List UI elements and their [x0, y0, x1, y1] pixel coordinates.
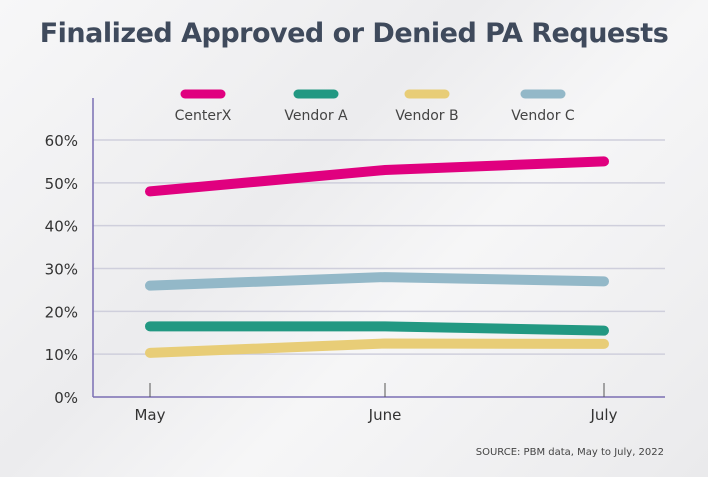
y-tick-label: 10%	[45, 346, 78, 364]
x-tick-label: June	[368, 406, 402, 424]
chart-title: Finalized Approved or Denied PA Requests	[39, 18, 669, 49]
legend-label: Vendor A	[284, 108, 348, 124]
y-tick-label: 20%	[45, 303, 78, 321]
series-line-vendor-a	[145, 321, 609, 336]
y-tick-label: 50%	[45, 175, 78, 193]
y-tick-label: 30%	[45, 261, 78, 279]
y-tick-label: 0%	[54, 389, 78, 407]
series-line-centerx	[145, 156, 609, 197]
legend-label: Vendor B	[395, 108, 458, 124]
source-note: SOURCE: PBM data, May to July, 2022	[475, 447, 664, 458]
x-tick-label: July	[590, 406, 618, 424]
y-tick-label: 40%	[45, 218, 78, 236]
x-tick-label: May	[134, 406, 165, 424]
y-tick-label: 60%	[45, 132, 78, 150]
series-line-vendor-c	[145, 272, 609, 291]
legend-label: Vendor C	[511, 108, 575, 124]
legend-label: CenterX	[175, 108, 232, 124]
series-line-vendor-b	[145, 338, 609, 358]
